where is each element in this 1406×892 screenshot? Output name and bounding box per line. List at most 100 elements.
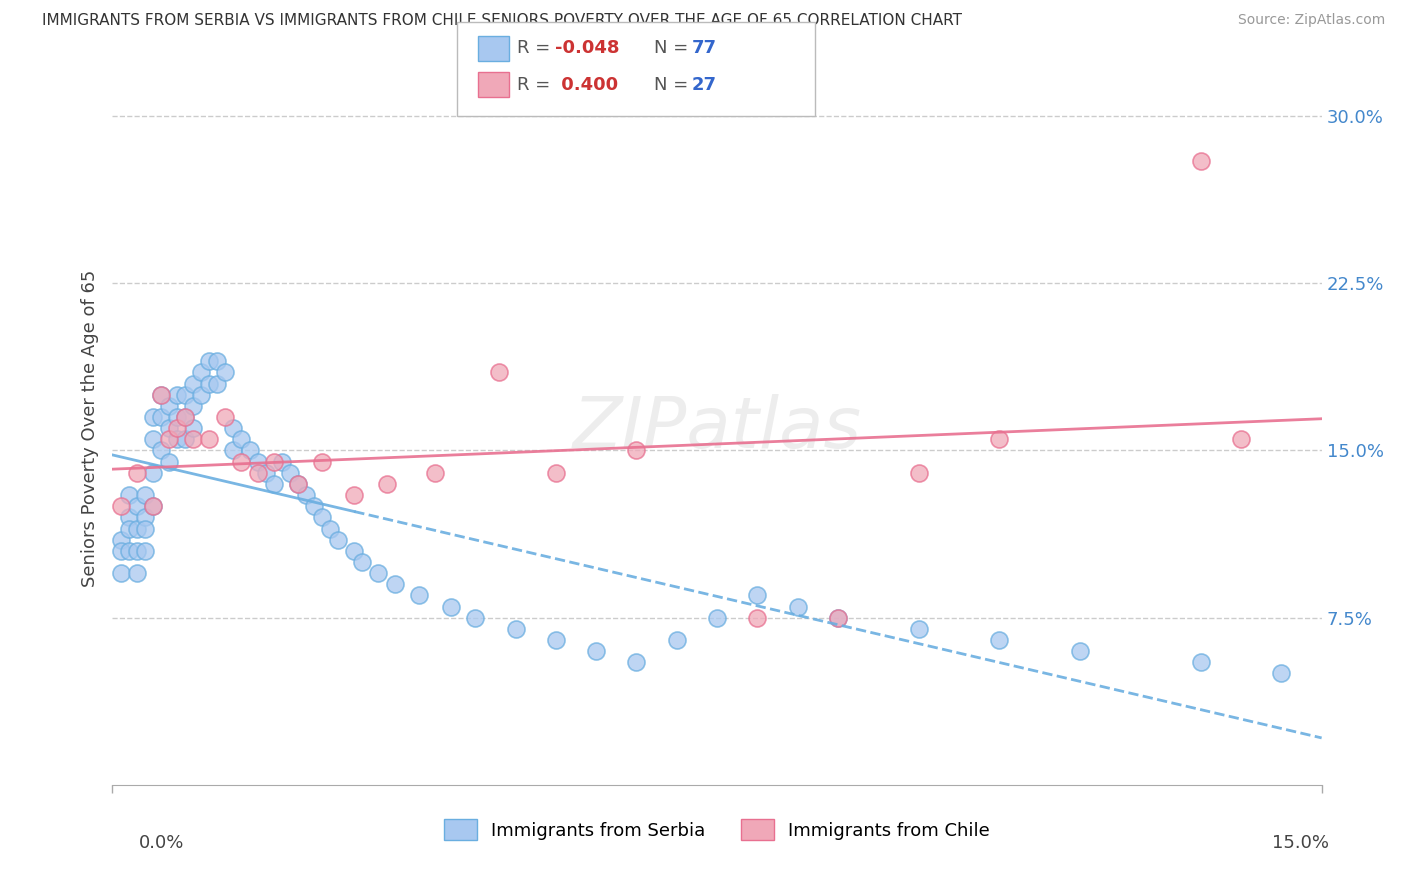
Point (134, 488, 156, 502)
Text: 15.0%: 15.0% (1272, 834, 1329, 852)
Point (408, 589, 430, 603)
Point (110, 544, 132, 558)
Point (174, 410, 197, 425)
Point (263, 455, 285, 469)
Point (157, 399, 180, 413)
Point (198, 354, 221, 368)
Point (214, 366, 236, 380)
Point (343, 488, 366, 502)
Point (375, 476, 398, 491)
Point (384, 577, 406, 591)
Text: N =: N = (654, 76, 693, 94)
Y-axis label: Seniors Poverty Over the Age of 65: Seniors Poverty Over the Age of 65 (80, 269, 98, 587)
Text: 27: 27 (692, 76, 717, 94)
Point (207, 354, 229, 368)
Text: 0.0%: 0.0% (139, 834, 184, 852)
Point (747, 611, 769, 625)
Point (149, 387, 172, 401)
Point (1189, 655, 1212, 669)
Point (295, 488, 318, 502)
Point (231, 433, 253, 447)
Point (626, 655, 648, 669)
Text: R =: R = (517, 76, 557, 94)
Point (1230, 433, 1253, 447)
Point (142, 500, 165, 514)
Point (198, 433, 221, 447)
Text: 0.400: 0.400 (555, 76, 619, 94)
Point (181, 421, 204, 435)
Point (157, 455, 180, 469)
Point (125, 566, 148, 581)
Point (311, 455, 333, 469)
Point (1189, 153, 1212, 168)
Point (626, 443, 648, 458)
Text: N =: N = (654, 39, 693, 57)
Point (117, 544, 139, 558)
Point (302, 500, 325, 514)
Point (181, 399, 204, 413)
Point (231, 455, 253, 469)
Text: R =: R = (517, 39, 557, 57)
Point (166, 421, 188, 435)
Text: ZIPatlas: ZIPatlas (572, 393, 862, 463)
Point (157, 433, 180, 447)
Point (907, 466, 929, 480)
Point (246, 455, 269, 469)
Point (157, 421, 180, 435)
Point (544, 466, 567, 480)
Point (263, 476, 285, 491)
Point (827, 611, 849, 625)
Point (319, 521, 342, 535)
Point (287, 476, 309, 491)
Point (328, 533, 350, 547)
Point (1270, 666, 1292, 681)
Point (343, 544, 366, 558)
Point (142, 433, 165, 447)
Point (278, 466, 301, 480)
Point (125, 500, 148, 514)
Point (488, 366, 510, 380)
Point (125, 466, 148, 480)
Point (181, 376, 204, 391)
Point (125, 544, 148, 558)
Point (665, 633, 688, 648)
Point (125, 521, 148, 535)
Point (907, 622, 929, 636)
Point (142, 500, 165, 514)
Point (117, 521, 139, 535)
Point (166, 410, 188, 425)
Point (142, 466, 165, 480)
Point (311, 510, 333, 524)
Point (181, 433, 204, 447)
Point (166, 387, 188, 401)
Point (544, 633, 567, 648)
Point (190, 366, 212, 380)
Text: IMMIGRANTS FROM SERBIA VS IMMIGRANTS FROM CHILE SENIORS POVERTY OVER THE AGE OF : IMMIGRANTS FROM SERBIA VS IMMIGRANTS FRO… (42, 13, 962, 29)
Point (367, 566, 389, 581)
Point (423, 466, 446, 480)
Point (166, 433, 188, 447)
Point (110, 533, 132, 547)
Point (585, 644, 607, 658)
Point (440, 599, 463, 614)
Point (117, 488, 139, 502)
Point (214, 410, 236, 425)
Point (117, 510, 139, 524)
Point (110, 500, 132, 514)
Point (142, 410, 165, 425)
Point (270, 455, 292, 469)
Point (134, 510, 156, 524)
Point (134, 521, 156, 535)
Point (110, 566, 132, 581)
Point (149, 443, 172, 458)
Point (134, 544, 156, 558)
Text: -0.048: -0.048 (555, 39, 620, 57)
Point (174, 387, 197, 401)
Point (198, 376, 221, 391)
Point (254, 466, 277, 480)
Point (174, 433, 197, 447)
Point (149, 410, 172, 425)
Point (222, 443, 245, 458)
Point (246, 466, 269, 480)
Point (505, 622, 527, 636)
